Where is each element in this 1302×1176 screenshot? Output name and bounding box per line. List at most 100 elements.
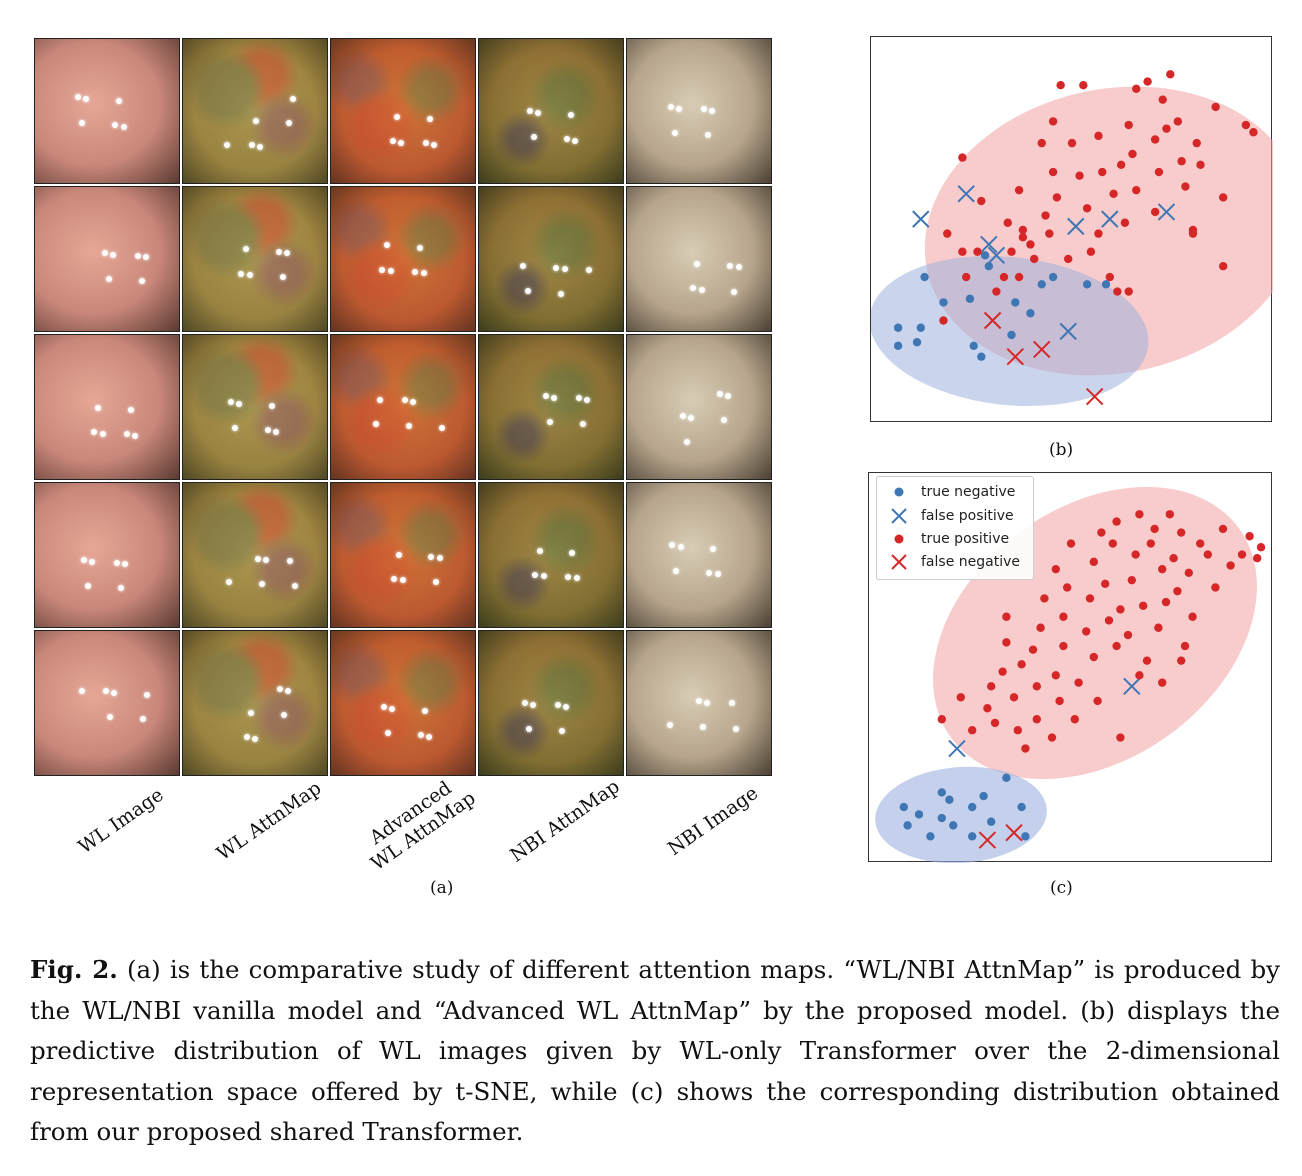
- data-point-true-positive: [1139, 601, 1148, 610]
- data-point-true-positive: [1120, 218, 1130, 227]
- specular-highlight: [132, 432, 139, 439]
- data-point-true-positive: [1018, 225, 1028, 235]
- dot-icon: [894, 534, 904, 544]
- data-point-true-negative: [939, 298, 948, 307]
- data-point-true-positive: [1032, 682, 1041, 691]
- tile-image: [35, 631, 179, 775]
- data-point-true-positive: [1030, 254, 1039, 264]
- data-point-true-positive: [1131, 550, 1140, 559]
- data-point-true-positive: [1124, 120, 1133, 130]
- data-point-true-positive: [1180, 641, 1190, 651]
- endoscopy-tile: [478, 186, 624, 332]
- data-point-true-positive: [1086, 247, 1096, 256]
- specular-highlight: [422, 140, 429, 147]
- specular-highlight: [225, 579, 232, 586]
- specular-highlight: [105, 276, 112, 283]
- endoscopy-tile: [182, 482, 328, 628]
- endoscopy-tile: [478, 630, 624, 776]
- specular-highlight: [389, 705, 396, 712]
- specular-highlight: [113, 559, 120, 566]
- specular-highlight: [530, 134, 537, 141]
- endoscopy-tile: [34, 38, 180, 184]
- data-point-false-positive: [980, 235, 998, 254]
- data-point-true-positive: [990, 718, 1000, 728]
- endoscopy-tile: [330, 482, 476, 628]
- data-point-true-positive: [1007, 247, 1016, 256]
- data-point-true-positive: [1116, 733, 1125, 742]
- data-point-true-positive: [1082, 204, 1092, 213]
- specular-highlight: [276, 686, 283, 693]
- specular-highlight: [725, 392, 732, 399]
- attention-heatmap: [479, 187, 623, 331]
- data-point-true-positive: [1094, 131, 1103, 141]
- data-point-true-negative: [1011, 298, 1020, 307]
- data-point-true-positive: [1169, 554, 1178, 563]
- specular-highlight: [554, 702, 561, 709]
- column-label-line: WL AttnMap: [212, 776, 326, 866]
- data-point-true-negative: [1082, 280, 1092, 289]
- data-point-true-positive: [1192, 138, 1201, 148]
- data-point-true-negative: [916, 323, 925, 332]
- specular-highlight: [572, 137, 579, 144]
- data-point-true-positive: [939, 316, 948, 325]
- data-point-true-positive: [1158, 95, 1167, 104]
- column-label: WL Image: [53, 769, 188, 873]
- data-point-false-positive: [987, 246, 1006, 265]
- specular-highlight: [380, 704, 387, 711]
- data-point-true-positive: [1184, 568, 1193, 578]
- specular-highlight: [565, 573, 572, 580]
- data-point-true-positive: [1026, 240, 1035, 249]
- endoscopy-tile: [34, 482, 180, 628]
- data-point-true-positive: [1003, 218, 1012, 227]
- specular-highlight: [269, 402, 276, 409]
- data-point-true-positive: [1241, 120, 1251, 130]
- x-marker-icon: [891, 554, 907, 570]
- specular-highlight: [420, 270, 427, 277]
- tile-image: [35, 187, 179, 331]
- data-point-true-positive: [1166, 70, 1175, 79]
- specular-highlight: [695, 698, 702, 705]
- specular-highlight: [140, 715, 147, 722]
- specular-highlight: [287, 557, 294, 564]
- specular-highlight: [671, 130, 678, 137]
- tile-image: [627, 483, 771, 627]
- data-point-true-positive: [968, 726, 977, 735]
- data-point-true-positive: [1085, 594, 1095, 603]
- specular-highlight: [553, 264, 560, 271]
- specular-highlight: [401, 397, 408, 404]
- specular-highlight: [540, 573, 547, 580]
- data-point-true-positive: [1059, 612, 1068, 621]
- negative-region: [871, 255, 1149, 407]
- data-point-true-positive: [1143, 77, 1152, 86]
- endoscopy-tile: [626, 334, 772, 480]
- legend-item-true-positive: true positive: [877, 528, 1033, 550]
- data-point-true-positive: [1177, 157, 1186, 166]
- data-point-true-negative: [920, 272, 929, 282]
- specular-highlight: [107, 713, 114, 720]
- specular-highlight: [698, 286, 705, 293]
- data-point-true-negative: [977, 352, 986, 361]
- data-point-true-positive: [1128, 149, 1137, 159]
- specular-highlight: [667, 722, 673, 728]
- tile-image: [35, 39, 179, 183]
- specular-highlight: [427, 116, 433, 122]
- data-point-true-positive: [992, 287, 1001, 296]
- specular-highlight: [690, 284, 697, 291]
- data-point-true-negative: [893, 323, 903, 332]
- data-point-true-negative: [903, 821, 912, 830]
- tile-image: [627, 187, 771, 331]
- data-point-true-positive: [1177, 528, 1186, 537]
- specular-highlight: [706, 569, 713, 576]
- specular-highlight: [536, 547, 543, 554]
- data-point-true-positive: [1211, 102, 1220, 112]
- specular-highlight: [248, 142, 255, 149]
- specular-highlight: [84, 583, 91, 590]
- specular-highlight: [252, 735, 259, 742]
- specular-highlight: [563, 703, 570, 710]
- specular-highlight: [138, 278, 145, 285]
- data-point-true-positive: [1196, 539, 1205, 548]
- data-point-false-positive: [957, 185, 975, 203]
- data-point-false-positive: [1123, 677, 1141, 696]
- specular-highlight: [286, 120, 292, 126]
- data-point-true-positive: [1075, 171, 1084, 180]
